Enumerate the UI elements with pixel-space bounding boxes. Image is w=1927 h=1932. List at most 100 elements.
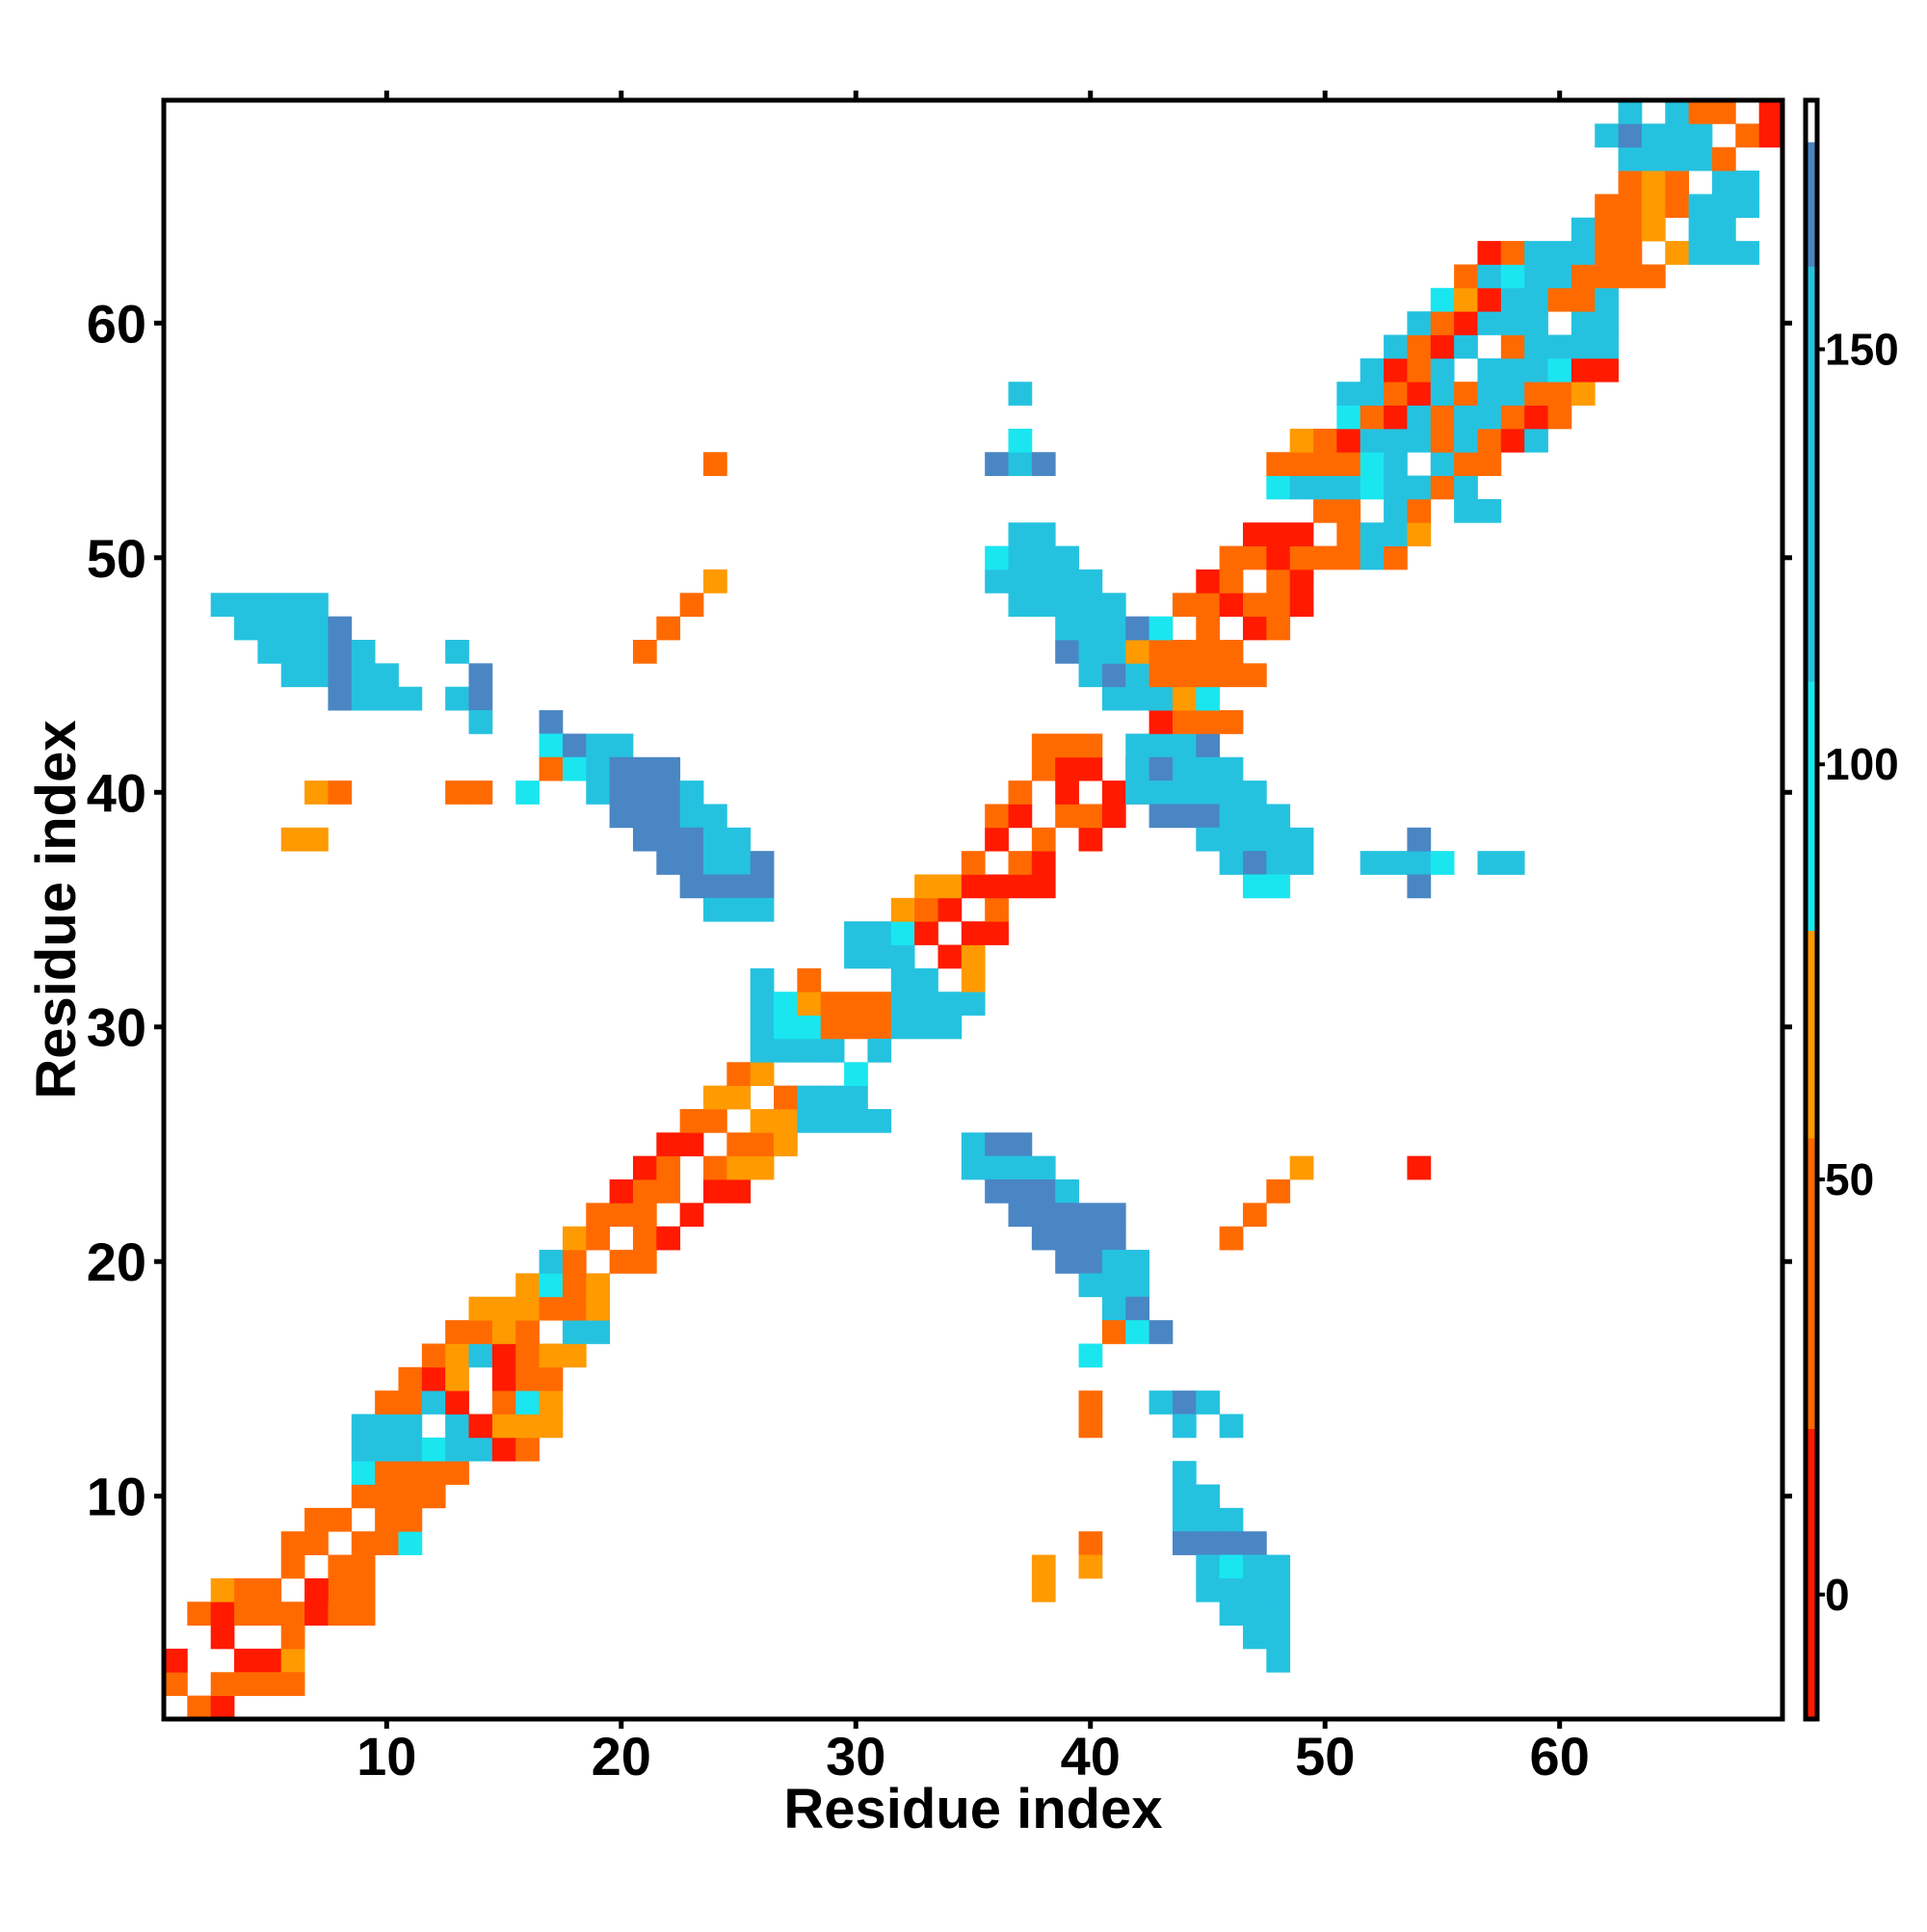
heatmap-cell bbox=[445, 1461, 469, 1485]
heatmap-cell bbox=[1078, 616, 1103, 641]
heatmap-cell bbox=[1547, 382, 1572, 406]
heatmap-cell bbox=[1101, 593, 1126, 618]
heatmap-cell bbox=[398, 1437, 423, 1462]
heatmap-cell bbox=[1641, 194, 1666, 219]
heatmap-cell bbox=[750, 992, 775, 1016]
heatmap-cell bbox=[257, 593, 282, 618]
heatmap-cell bbox=[1219, 710, 1244, 734]
heatmap-cell bbox=[1172, 756, 1197, 781]
heatmap-cell bbox=[632, 1226, 657, 1251]
heatmap-cell bbox=[164, 1672, 188, 1697]
heatmap-cell bbox=[1172, 663, 1197, 688]
heatmap-cell bbox=[1055, 640, 1079, 664]
heatmap-cell bbox=[1148, 1320, 1174, 1344]
heatmap-cell bbox=[985, 1179, 1009, 1204]
heatmap-cell bbox=[1407, 428, 1432, 453]
heatmap-cell bbox=[1031, 1577, 1056, 1602]
heatmap-cell bbox=[1031, 569, 1056, 594]
heatmap-cell bbox=[280, 593, 305, 618]
heatmap-cell bbox=[1430, 311, 1455, 335]
heatmap-cell bbox=[1359, 357, 1385, 383]
heatmap-cell bbox=[1031, 874, 1056, 899]
heatmap-cell bbox=[398, 1484, 423, 1509]
heatmap-cell bbox=[586, 733, 611, 758]
heatmap-cell bbox=[1735, 123, 1760, 148]
heatmap-cell bbox=[1125, 1320, 1150, 1344]
heatmap-cell bbox=[1641, 217, 1666, 242]
heatmap-cell bbox=[1266, 1625, 1291, 1650]
y-axis: 10 20 30 40 50 60 bbox=[87, 293, 1792, 1527]
heatmap-cell bbox=[985, 921, 1009, 945]
heatmap-cell bbox=[1547, 264, 1572, 289]
heatmap-cell bbox=[515, 1390, 540, 1415]
heatmap-cell bbox=[1384, 522, 1408, 547]
heatmap-cell bbox=[351, 1554, 376, 1579]
heatmap-cell bbox=[468, 1296, 493, 1321]
heatmap-cell bbox=[703, 1155, 727, 1180]
heatmap-cell bbox=[1384, 428, 1408, 453]
heatmap-cell bbox=[1500, 311, 1525, 335]
heatmap-cell bbox=[328, 1601, 353, 1627]
heatmap-cell bbox=[1688, 241, 1713, 265]
heatmap-cell bbox=[1665, 171, 1690, 195]
heatmap-cell bbox=[1571, 382, 1596, 406]
heatmap-cell bbox=[1430, 452, 1455, 476]
heatmap-cell bbox=[1219, 640, 1244, 664]
heatmap-cell bbox=[210, 1625, 235, 1650]
heatmap-cell bbox=[679, 804, 704, 829]
heatmap-cell bbox=[210, 1577, 235, 1602]
heatmap-cell bbox=[1219, 1226, 1244, 1251]
heatmap-cell bbox=[1125, 640, 1150, 664]
x-tick-label: 50 bbox=[1295, 1726, 1355, 1786]
heatmap-cell bbox=[375, 663, 399, 688]
heatmap-cell bbox=[1078, 1414, 1103, 1439]
heatmap-cell bbox=[234, 1648, 258, 1673]
heatmap-cell bbox=[304, 1507, 329, 1532]
heatmap-cell bbox=[1336, 545, 1361, 570]
heatmap-cell bbox=[1219, 781, 1244, 805]
heatmap-cell bbox=[539, 1343, 564, 1368]
heatmap-cell bbox=[1384, 475, 1408, 500]
heatmap-cell bbox=[1313, 452, 1337, 476]
heatmap-cell bbox=[1313, 545, 1337, 570]
heatmap-cell bbox=[820, 1108, 845, 1133]
heatmap-cell bbox=[1243, 593, 1267, 618]
heatmap-cell bbox=[1148, 804, 1174, 829]
heatmap-cell bbox=[1571, 287, 1596, 312]
heatmap-cell bbox=[797, 1015, 822, 1040]
heatmap-cell bbox=[1078, 1250, 1103, 1274]
heatmap-cell bbox=[421, 1343, 446, 1368]
heatmap-cell bbox=[1359, 545, 1385, 570]
heatmap-cell bbox=[774, 1015, 798, 1040]
heatmap-cell bbox=[632, 1250, 657, 1274]
heatmap-cell bbox=[1243, 663, 1267, 688]
heatmap-cell bbox=[750, 1155, 775, 1180]
heatmap-cell bbox=[1266, 827, 1291, 852]
heatmap-cell bbox=[1595, 311, 1619, 335]
heatmap-cell bbox=[1148, 756, 1174, 781]
heatmap-cell bbox=[491, 1390, 516, 1415]
heatmap-cell bbox=[210, 1601, 235, 1627]
heatmap-cell bbox=[961, 1155, 986, 1180]
heatmap-cell bbox=[1289, 827, 1314, 852]
heatmap-cell bbox=[703, 804, 727, 829]
heatmap-cell bbox=[797, 967, 822, 992]
heatmap-cell bbox=[1008, 1155, 1033, 1180]
heatmap-cell bbox=[539, 710, 564, 734]
heatmap-cell bbox=[1219, 804, 1244, 829]
heatmap-cell bbox=[1430, 334, 1455, 359]
heatmap-cell bbox=[1078, 827, 1103, 852]
heatmap-cell bbox=[1595, 264, 1619, 289]
heatmap-cell bbox=[985, 827, 1009, 852]
heatmap-cell bbox=[656, 1132, 681, 1157]
heatmap-cell bbox=[656, 1155, 681, 1180]
heatmap-cell bbox=[351, 1601, 376, 1627]
y-axis-label: Residue index bbox=[25, 720, 88, 1098]
heatmap-cell bbox=[1196, 1390, 1221, 1415]
heatmap-cell bbox=[1172, 1414, 1197, 1439]
heatmap-cell bbox=[914, 1015, 938, 1040]
y-tick-label: 20 bbox=[87, 1231, 146, 1292]
heatmap-cell bbox=[1407, 357, 1432, 383]
heatmap-cell bbox=[375, 1507, 399, 1532]
heatmap-cell bbox=[1665, 123, 1690, 148]
